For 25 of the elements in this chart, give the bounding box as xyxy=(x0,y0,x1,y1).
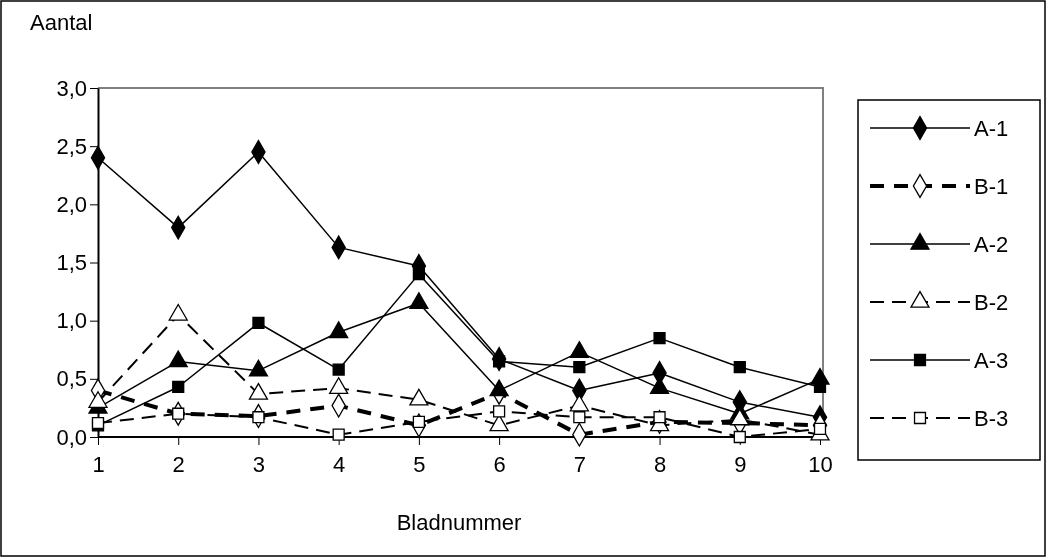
x-tick-label: 7 xyxy=(573,452,586,478)
x-tick-label: 1 xyxy=(92,452,105,478)
x-tick-label: 2 xyxy=(172,452,185,478)
x-tick-label: 5 xyxy=(413,452,426,478)
x-tick-label: 3 xyxy=(252,452,266,478)
y-axis-title: Aantal xyxy=(30,10,93,35)
y-tick-label: 2,0 xyxy=(56,191,87,217)
x-tick-label: 6 xyxy=(493,452,506,478)
y-tick-label: 3,0 xyxy=(56,75,87,101)
legend-label: A-1 xyxy=(974,116,1009,141)
legend-label: A-2 xyxy=(974,232,1009,257)
legend-label: B-3 xyxy=(974,406,1009,431)
y-tick-label: 1,0 xyxy=(56,308,87,334)
y-tick-label: 0,0 xyxy=(56,424,87,450)
y-tick-label: 2,5 xyxy=(56,133,87,159)
legend-label: A-3 xyxy=(974,348,1009,373)
y-tick-label: 0,5 xyxy=(56,366,87,392)
y-tick-label: 1,5 xyxy=(56,250,87,276)
x-axis-title: Bladnummer xyxy=(396,510,522,535)
x-tick-label: 10 xyxy=(808,452,833,478)
x-tick-label: 4 xyxy=(333,452,346,478)
legend-label: B-1 xyxy=(974,174,1009,199)
x-tick-label: 9 xyxy=(734,452,747,478)
legend-label: B-2 xyxy=(974,290,1009,315)
x-tick-label: 8 xyxy=(653,452,667,478)
